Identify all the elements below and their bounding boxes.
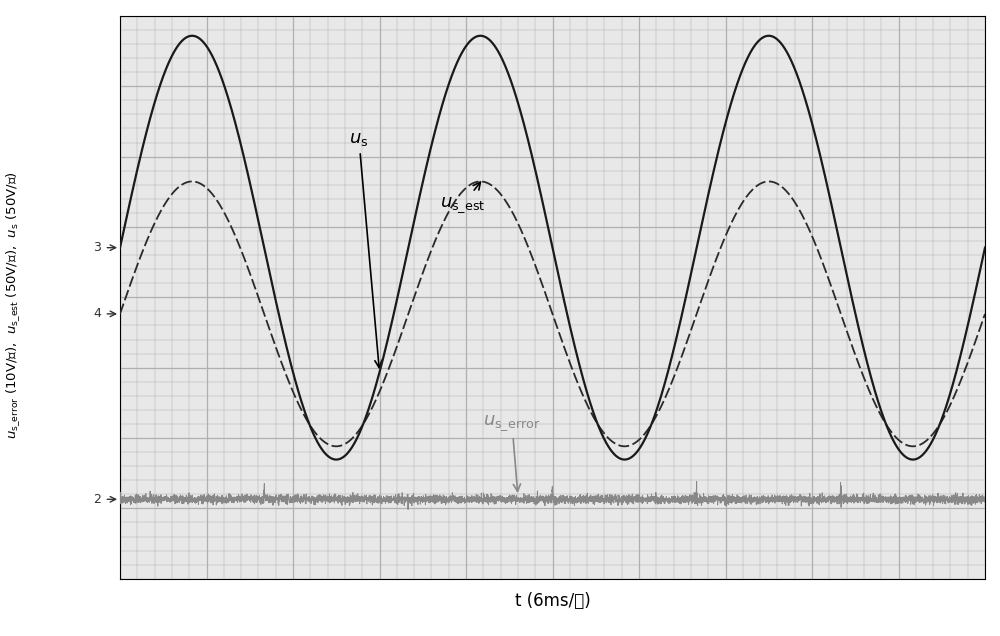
- Text: 4: 4: [93, 307, 101, 321]
- Text: $u_{\mathrm{s\_error}}$ (10V/格),  $u_{\mathrm{s\_est}}$ (50V/格),  $u_{\mathrm{s}: $u_{\mathrm{s\_error}}$ (10V/格), $u_{\ma…: [4, 171, 22, 439]
- Text: 3: 3: [93, 241, 101, 254]
- Text: $u_\mathrm{s}$: $u_\mathrm{s}$: [349, 130, 382, 368]
- Text: $u_\mathrm{s\_error}$: $u_\mathrm{s\_error}$: [483, 413, 541, 492]
- X-axis label: t (6ms/格): t (6ms/格): [515, 592, 590, 610]
- Text: 2: 2: [93, 493, 101, 506]
- Text: $u_\mathrm{s\_est}$: $u_\mathrm{s\_est}$: [440, 182, 485, 214]
